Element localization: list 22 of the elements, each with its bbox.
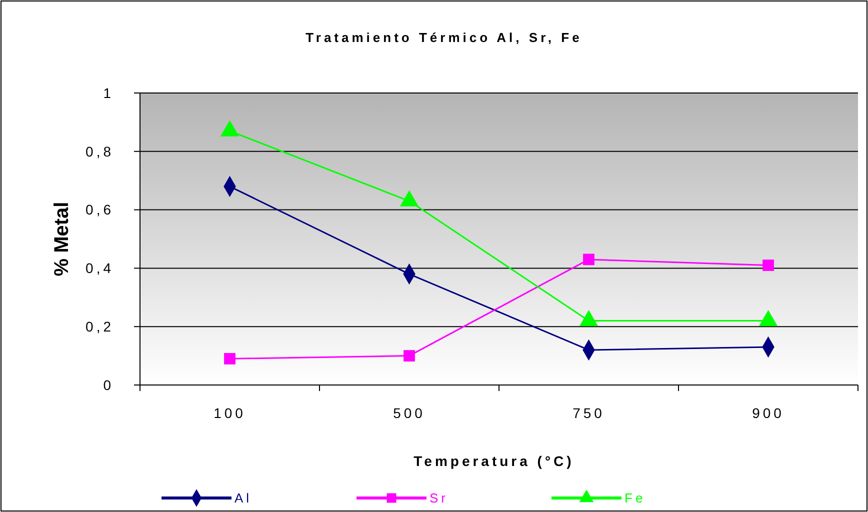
text: Sr xyxy=(430,490,448,506)
point xyxy=(400,190,419,206)
x-tick-label: 500 xyxy=(393,405,426,421)
point xyxy=(404,350,415,362)
point xyxy=(762,260,774,271)
y-axis-title: % Metal xyxy=(51,202,73,276)
point xyxy=(220,120,240,136)
point xyxy=(224,353,236,364)
text: Al xyxy=(234,490,252,506)
y-tick-label: 0,8 xyxy=(86,143,114,160)
y-tick-label: 1 xyxy=(103,84,114,101)
x-tick-label: 750 xyxy=(572,405,605,421)
x-axis-title: Temperatura (°C) xyxy=(414,453,574,469)
y-tick-label: 0,2 xyxy=(86,318,114,334)
x-tick-label: 900 xyxy=(752,405,784,421)
y-tick-label: 0,4 xyxy=(86,260,114,276)
chart-title: Tratamiento Térmico Al, Sr, Fe xyxy=(306,30,582,45)
y-tick-label: 0,6 xyxy=(86,202,114,218)
point xyxy=(583,254,594,266)
legend-label: Fe xyxy=(624,490,646,506)
y-tick-label: 0 xyxy=(103,376,114,393)
x-tick-label: 100 xyxy=(214,405,246,421)
